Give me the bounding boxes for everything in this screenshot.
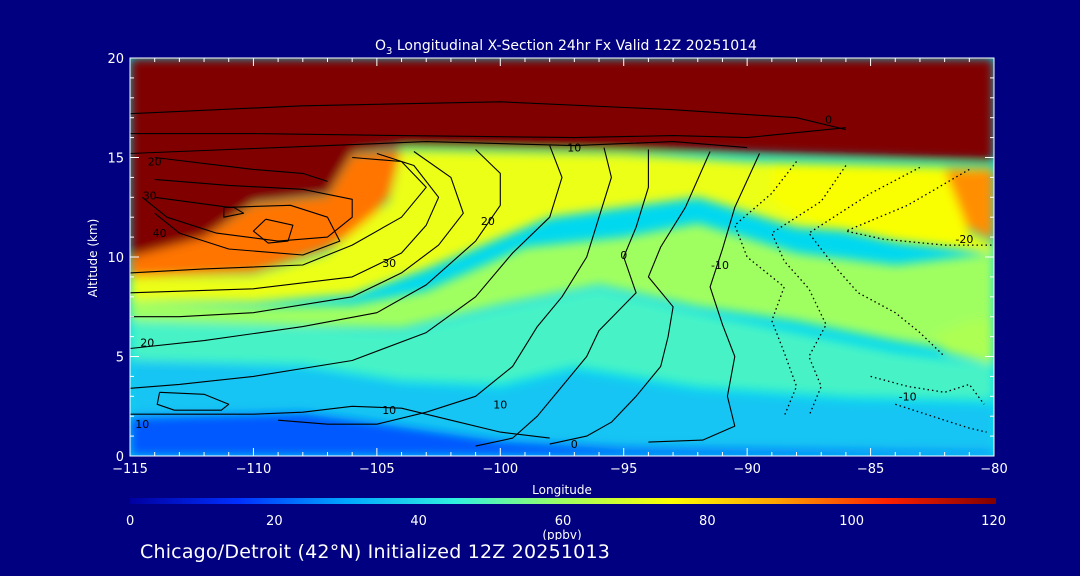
contour-line-0	[130, 101, 847, 131]
contour-line-22	[845, 168, 994, 246]
x-axis: −115 −110 −105 −100 −95 −90 −85 −80	[112, 58, 1008, 477]
y-tick-label-3: 15	[107, 152, 124, 167]
colorbar-tick-label-6: 120	[981, 514, 1006, 529]
contour-label-11: 10	[382, 404, 396, 417]
colorbar-unit: (ppbv)	[542, 528, 581, 540]
contour-line-6	[223, 206, 245, 218]
contour-label-10: 20	[140, 337, 154, 350]
contour-label-5: 30	[382, 257, 396, 270]
contour-label-6: 20	[481, 215, 495, 228]
field-region-upper-right-yellow	[771, 163, 994, 253]
x-tick-label-0: −115	[112, 462, 148, 477]
x-tick-label-1: −110	[236, 462, 272, 477]
chart-title: O3 Longitudinal X-Section 24hr Fx Valid …	[375, 38, 757, 57]
contour-line-14	[130, 405, 550, 439]
footer-subtitle: Chicago/Detroit (42°N) Initialized 12Z 2…	[140, 541, 611, 563]
contour-line-2	[130, 141, 748, 155]
contour-label-7: 0	[620, 249, 627, 262]
field-region-mid-green	[130, 223, 994, 357]
contour-line-3	[154, 156, 328, 182]
field-region-boundary-layer	[130, 412, 994, 456]
contour-line-5	[154, 196, 341, 256]
plot-area: 0 10 20 30 40 30 20 0 -10 -20 20 10 10 10 -10 0	[130, 58, 994, 456]
contour-label-2: 20	[148, 156, 162, 169]
contour-line-17	[549, 151, 711, 445]
contour-label-9: -20	[955, 233, 973, 246]
colorbar-tick-label-3: 60	[555, 514, 572, 529]
contour-line-7	[252, 218, 294, 244]
colorbar-tick-label-1: 20	[266, 514, 283, 529]
ozone-field	[130, 58, 994, 456]
colorbar-strip	[130, 498, 996, 504]
field-region-right-green-patch	[932, 320, 994, 365]
contour-label-15: 0	[571, 438, 578, 451]
contour-line-8	[130, 156, 427, 274]
contour-line-15	[278, 147, 612, 425]
y-tick-label-0: 0	[116, 450, 124, 465]
contour-line-16	[475, 149, 649, 447]
x-tick-label-4: −95	[610, 462, 637, 477]
contour-line-10	[130, 151, 464, 318]
y-axis: 0 5 10 15 20	[107, 52, 994, 465]
contour-label-13: 10	[135, 418, 149, 431]
chart-canvas: O3 Longitudinal X-Section 24hr Fx Valid …	[86, 38, 1008, 542]
contour-line-9	[130, 152, 440, 294]
contour-label-14: -10	[899, 390, 917, 403]
contour-labels: 0 10 20 30 40 30 20 0 -10 -20 20 10 10 10 -10 0	[135, 114, 973, 451]
contour-label-4: 40	[153, 227, 167, 240]
contour-line-11	[130, 149, 501, 350]
contour-line-4	[141, 178, 353, 242]
contour-label-3: 30	[143, 189, 157, 202]
contour-line-21	[808, 166, 946, 357]
contour-line-18	[648, 153, 760, 443]
x-axis-label: Longitude	[532, 483, 592, 497]
x-tick-label-7: −80	[980, 462, 1007, 477]
colorbar-tick-label-5: 100	[839, 514, 864, 529]
field-region-mid-cyan	[130, 288, 994, 401]
x-tick-label-3: −100	[482, 462, 518, 477]
x-tick-label-6: −85	[857, 462, 884, 477]
field-region-fold-high	[130, 149, 402, 277]
contour-line-20	[771, 165, 847, 417]
field-region-low-blue	[130, 360, 994, 452]
y-tick-label-2: 10	[107, 251, 124, 266]
colorbar-tick-label-4: 80	[699, 514, 716, 529]
contour-label-0: 0	[825, 114, 832, 127]
contour-label-1: 10	[567, 142, 581, 155]
contour-line-24	[895, 403, 987, 433]
x-tick-label-5: −90	[733, 462, 760, 477]
y-tick-label-4: 20	[107, 52, 124, 67]
field-region-stratosphere	[130, 58, 994, 257]
contour-label-12: 10	[493, 398, 507, 411]
y-tick-label-1: 5	[116, 351, 124, 366]
colorbar-tick-label-0: 0	[126, 514, 134, 529]
contour-line-13	[156, 391, 230, 411]
colorbar: 0 20 40 60 80 100 120	[126, 498, 1006, 529]
x-tick-label-2: −105	[359, 462, 395, 477]
contour-lines	[130, 101, 994, 447]
y-axis-label: Altitude (km)	[86, 219, 100, 298]
colorbar-tick-label-2: 40	[410, 514, 427, 529]
contour-label-8: -10	[711, 259, 729, 272]
contour-line-12	[130, 145, 563, 389]
contour-line-1	[130, 127, 846, 139]
